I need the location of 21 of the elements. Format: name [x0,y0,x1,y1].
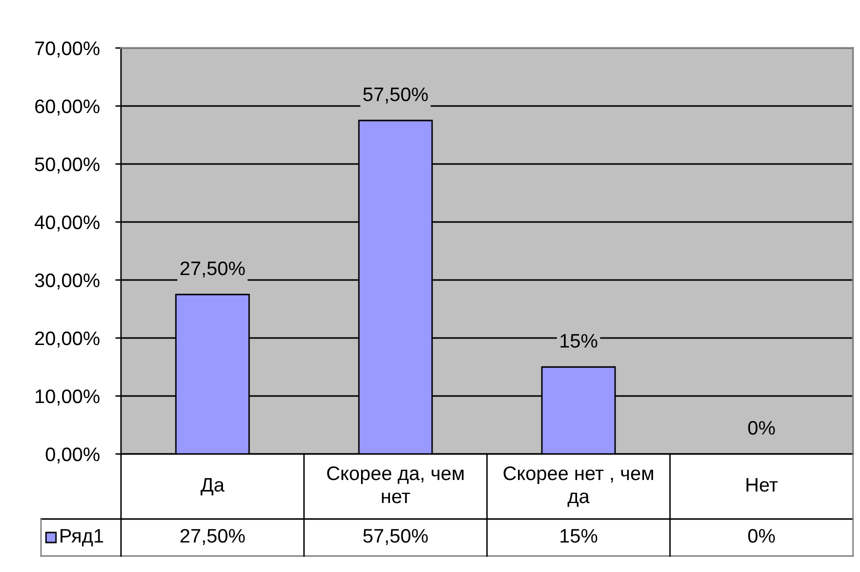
data-label: 57,50% [363,528,428,546]
y-tick-label: 0,00% [46,447,100,464]
text: 27,50% [180,261,245,278]
y-tick-label: 20,00% [35,331,100,348]
y-tick-label: 50,00% [35,157,100,174]
text: 0% [748,420,775,435]
data-label: 15% [560,529,598,543]
x-tick-label: Нет [746,478,778,492]
legend-label: Ряд1 [60,529,104,546]
x-tick-label: Да [200,478,224,496]
data-label: 0% [748,528,775,543]
y-tick-label: 10,00% [36,389,100,406]
y-tick-label: 30,00% [34,273,100,290]
data-label: 27,50% [180,528,245,546]
text: 15% [560,334,598,348]
text: 57,50% [363,87,428,104]
y-tick-label: 60,00% [35,99,100,116]
x-tick-label: Скорее да, чем нет [327,466,464,504]
x-tick-label: Скорее нет , чем да [504,466,654,507]
y-tick-label: 70,00% [35,41,100,58]
y-tick-label: 40,00% [34,215,100,232]
